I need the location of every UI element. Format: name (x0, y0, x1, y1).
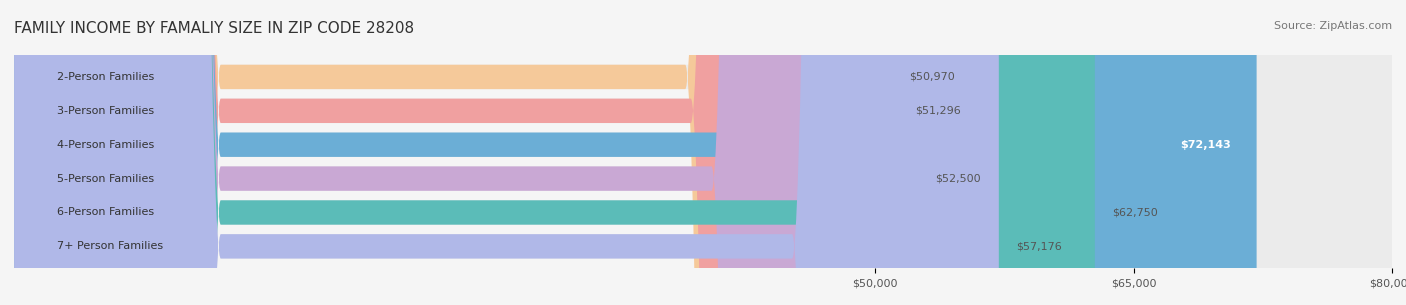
Text: $50,970: $50,970 (910, 72, 955, 82)
Text: 2-Person Families: 2-Person Families (58, 72, 155, 82)
FancyBboxPatch shape (14, 0, 1392, 305)
FancyBboxPatch shape (14, 0, 998, 305)
FancyBboxPatch shape (14, 0, 1392, 305)
FancyBboxPatch shape (14, 0, 918, 305)
FancyBboxPatch shape (14, 0, 891, 305)
Text: $57,176: $57,176 (1017, 241, 1062, 251)
FancyBboxPatch shape (14, 0, 1095, 305)
Text: $72,143: $72,143 (1180, 140, 1230, 150)
Text: 4-Person Families: 4-Person Families (58, 140, 155, 150)
FancyBboxPatch shape (14, 0, 1392, 305)
Text: Source: ZipAtlas.com: Source: ZipAtlas.com (1274, 21, 1392, 31)
FancyBboxPatch shape (14, 0, 1257, 305)
Text: 5-Person Families: 5-Person Families (58, 174, 155, 184)
FancyBboxPatch shape (14, 0, 897, 305)
Text: $52,500: $52,500 (935, 174, 981, 184)
Text: $62,750: $62,750 (1112, 207, 1157, 217)
Text: $51,296: $51,296 (915, 106, 960, 116)
Text: 6-Person Families: 6-Person Families (58, 207, 155, 217)
Text: 7+ Person Families: 7+ Person Families (58, 241, 163, 251)
Text: 3-Person Families: 3-Person Families (58, 106, 155, 116)
FancyBboxPatch shape (14, 0, 1392, 305)
FancyBboxPatch shape (14, 0, 1392, 305)
FancyBboxPatch shape (14, 0, 1392, 305)
Text: FAMILY INCOME BY FAMALIY SIZE IN ZIP CODE 28208: FAMILY INCOME BY FAMALIY SIZE IN ZIP COD… (14, 21, 415, 36)
